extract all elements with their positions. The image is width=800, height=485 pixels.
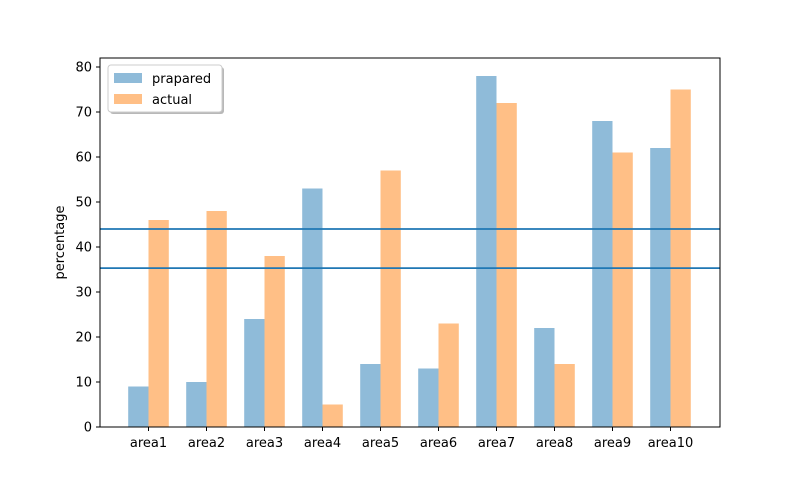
y-tick-label: 30 [75, 286, 92, 301]
bar-prapared-area10 [650, 148, 671, 427]
bar-actual-area7 [496, 103, 517, 427]
y-axis-label: percentage [53, 205, 68, 279]
legend-label-1: prapared [152, 72, 211, 87]
bar-prapared-area2 [186, 382, 207, 427]
x-tick-label: area5 [362, 436, 399, 451]
legend: prapared actual [107, 64, 224, 114]
legend-label-2: actual [152, 93, 192, 108]
x-tick-label: area3 [246, 436, 283, 451]
bar-prapared-area4 [302, 188, 323, 427]
axes-group: 0 10 20 30 40 50 60 70 80 area1 area2 area3 area4 are… [75, 57, 721, 451]
y-tick-label: 0 [84, 421, 92, 436]
bar-actual-area3 [264, 256, 285, 427]
x-tick-label: area9 [594, 436, 631, 451]
bar-actual-area4 [322, 404, 343, 427]
bars-group [128, 76, 691, 427]
x-tick-label: area10 [648, 436, 694, 451]
bar-actual-area10 [670, 89, 691, 427]
y-tick-label: 20 [75, 331, 92, 346]
x-tick-label: area4 [304, 436, 341, 451]
y-tick-label: 40 [75, 241, 92, 256]
y-tick-label: 60 [75, 151, 92, 166]
bar-prapared-area7 [476, 76, 497, 427]
x-tick-label: area1 [130, 436, 167, 451]
bar-actual-area8 [554, 364, 575, 427]
x-tick-label: area2 [188, 436, 225, 451]
y-tick-label: 10 [75, 376, 92, 391]
y-tick-label: 70 [75, 106, 92, 121]
bar-prapared-area6 [418, 368, 439, 427]
bar-prapared-area1 [128, 386, 149, 427]
x-tick-label: area8 [536, 436, 573, 451]
plot-frame [99, 57, 721, 428]
bar-prapared-area5 [360, 364, 381, 427]
bar-prapared-area9 [592, 121, 613, 427]
bar-actual-area1 [148, 220, 169, 427]
bar-actual-area9 [612, 152, 633, 427]
bar-actual-area2 [206, 211, 227, 427]
legend-swatch-2 [114, 94, 142, 104]
legend-swatch-1 [114, 73, 142, 83]
reference-lines [100, 228, 720, 270]
bar-actual-area6 [438, 323, 459, 427]
bar-actual-area5 [380, 170, 401, 427]
x-tick-label: area7 [478, 436, 515, 451]
bar-prapared-area3 [244, 319, 265, 427]
bar-prapared-area8 [534, 328, 555, 427]
x-tick-label: area6 [420, 436, 457, 451]
y-tick-label: 50 [75, 196, 92, 211]
y-tick-label: 80 [75, 61, 92, 76]
